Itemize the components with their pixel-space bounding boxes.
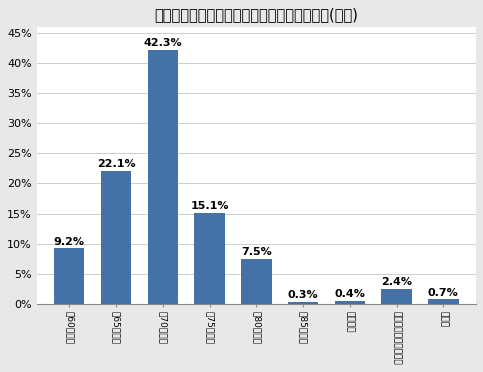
Text: 0.7%: 0.7%: [428, 288, 459, 298]
Bar: [241, 259, 271, 304]
Bar: [148, 49, 178, 304]
Title: 一般的に「高齢者」とは何歳以上だと思うか(択一): 一般的に「高齢者」とは何歳以上だと思うか(択一): [155, 7, 358, 22]
Text: 0.3%: 0.3%: [288, 290, 318, 300]
Bar: [382, 289, 412, 304]
Text: 15.1%: 15.1%: [190, 201, 229, 211]
Text: 9.2%: 9.2%: [54, 237, 85, 247]
Bar: [428, 299, 458, 304]
Text: 2.4%: 2.4%: [381, 278, 412, 288]
Bar: [194, 213, 225, 304]
Bar: [54, 248, 85, 304]
Bar: [101, 171, 131, 304]
Text: 0.4%: 0.4%: [334, 289, 365, 299]
Bar: [335, 301, 365, 304]
Bar: [288, 302, 318, 304]
Text: 22.1%: 22.1%: [97, 159, 135, 169]
Text: 7.5%: 7.5%: [241, 247, 271, 257]
Text: 42.3%: 42.3%: [143, 38, 182, 48]
